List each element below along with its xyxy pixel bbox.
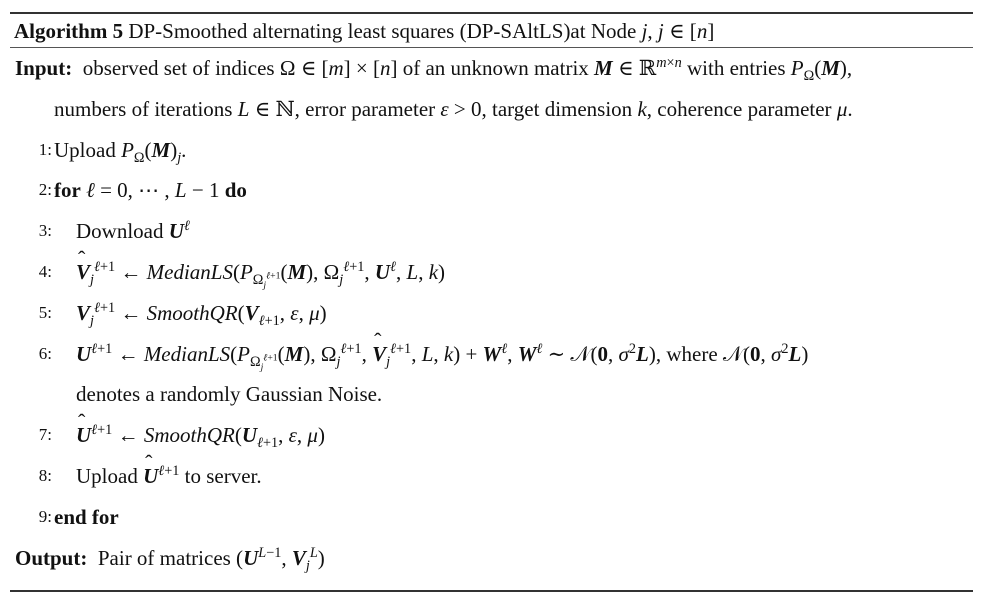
step-text: for ℓ = 0, ⋯ , L − 1 do xyxy=(54,178,247,203)
output-text: Output: Pair of matrices (UL−1, VjL) xyxy=(15,544,325,574)
step-number: 8: xyxy=(38,465,52,485)
step-number: 1: xyxy=(38,139,52,159)
step-text: Upload Uℓ+1 to server. xyxy=(76,443,262,497)
input-line-2: numbers of iterations L ∈ ℕ, error param… xyxy=(10,89,973,130)
step-7: 7: Uℓ+1 ← SmoothQR(Uℓ+1, ε, μ) xyxy=(10,402,973,456)
step-number: 3: xyxy=(38,221,52,241)
step-number: 5: xyxy=(38,302,52,322)
output-label: Output: xyxy=(15,545,88,570)
output-line: Output: Pair of matrices (UL−1, VjL) xyxy=(10,538,973,579)
step-text: Vjℓ+1 ← MedianLS(PΩjℓ+1(M), Ωjℓ+1, Uℓ, L… xyxy=(76,239,445,293)
step-text: Upload PΩ(M)j. xyxy=(54,137,187,166)
step-text: Uℓ+1 ← SmoothQR(Uℓ+1, ε, μ) xyxy=(76,402,325,456)
algorithm-caption: Algorithm 5 DP-Smoothed alternating leas… xyxy=(10,14,973,47)
input-label: Input: xyxy=(15,56,73,80)
step-number: 2: xyxy=(38,180,52,200)
step-4: 4: Vjℓ+1 ← MedianLS(PΩjℓ+1(M), Ωjℓ+1, Uℓ… xyxy=(10,239,973,293)
step-5: 5: Vjℓ+1 ← SmoothQR(Vℓ+1, ε, μ) xyxy=(10,293,973,334)
step-number: 4: xyxy=(38,261,52,281)
input-text-1: Input: observed set of indices Ω ∈ [m] ×… xyxy=(15,55,853,85)
step-text: Download Uℓ xyxy=(76,218,190,244)
step-9: 9: end for xyxy=(10,497,973,538)
step-text: denotes a randomly Gaussian Noise. xyxy=(76,382,383,407)
step-8: 8: Upload Uℓ+1 to server. xyxy=(10,443,973,497)
step-text: end for xyxy=(54,504,119,529)
algorithm-label: Algorithm 5 xyxy=(14,19,124,43)
caption-rule xyxy=(10,47,973,48)
step-text: Vjℓ+1 ← SmoothQR(Vℓ+1, ε, μ) xyxy=(76,299,327,329)
algorithm-box: Algorithm 5 DP-Smoothed alternating leas… xyxy=(10,12,973,592)
step-number: 9: xyxy=(38,506,52,526)
algorithm-node-spec: j, j ∈ [n] xyxy=(641,19,715,43)
input-text-2: numbers of iterations L ∈ ℕ, error param… xyxy=(54,96,853,121)
step-6-continuation: denotes a randomly Gaussian Noise. xyxy=(10,374,973,415)
step-number: 6: xyxy=(38,343,52,363)
top-rule xyxy=(10,12,973,14)
input-line-1: Input: observed set of indices Ω ∈ [m] ×… xyxy=(10,48,973,89)
step-2: 2: for ℓ = 0, ⋯ , L − 1 do xyxy=(10,170,973,211)
step-6: 6: Uℓ+1 ← MedianLS(PΩjℓ+1(M), Ωjℓ+1, Vjℓ… xyxy=(10,321,973,375)
step-number: 7: xyxy=(38,425,52,445)
step-text: Uℓ+1 ← MedianLS(PΩjℓ+1(M), Ωjℓ+1, Vjℓ+1,… xyxy=(76,321,808,375)
step-1: 1: Upload PΩ(M)j. xyxy=(10,130,973,171)
algorithm-title: DP-Smoothed alternating least squares (D… xyxy=(128,19,637,43)
step-3: 3: Download Uℓ xyxy=(10,211,973,252)
